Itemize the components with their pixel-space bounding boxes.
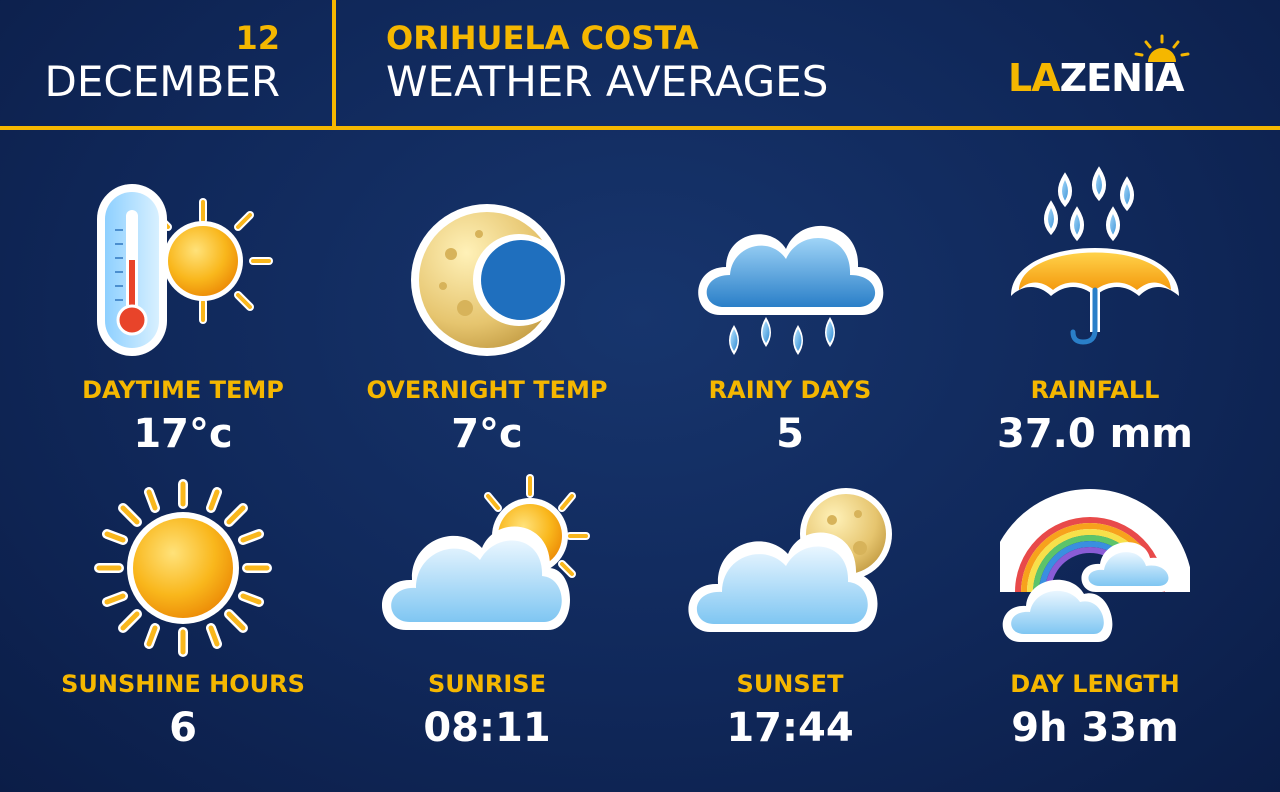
rain-cloud-icon xyxy=(698,225,884,355)
logo-sun-icon xyxy=(1134,34,1190,62)
umbrella-rain-icon xyxy=(1011,166,1179,345)
stat-label: DAY LENGTH xyxy=(1010,670,1180,698)
header-divider xyxy=(332,0,336,128)
stat-label: SUNRISE xyxy=(428,670,546,698)
stat-daytime-temp: DAYTIME TEMP 17°c xyxy=(33,140,333,457)
stat-sunrise: SUNRISE 08:11 xyxy=(337,434,637,751)
stat-value: 5 xyxy=(776,411,804,457)
logo-part-zenia: ZENIA xyxy=(1059,56,1185,100)
logo-wordmark: LAZENIA xyxy=(1008,56,1184,100)
stat-overnight-temp: OVERNIGHT TEMP 7°c xyxy=(337,140,637,457)
stat-sunshine-hours: SUNSHINE HOURS 6 xyxy=(33,434,333,751)
stat-day-length: DAY LENGTH 9h 33m xyxy=(945,434,1245,751)
stat-label: RAINFALL xyxy=(1030,376,1160,404)
stat-value: 17:44 xyxy=(726,705,854,751)
stat-label: DAYTIME TEMP xyxy=(82,376,284,404)
stat-value: 37.0 mm xyxy=(997,411,1193,457)
stat-rainfall: RAINFALL 37.0 mm xyxy=(945,140,1245,457)
rainbow-cloud-icon xyxy=(1000,489,1190,642)
stat-value: 6 xyxy=(169,705,197,751)
stat-label: SUNSET xyxy=(736,670,844,698)
stat-rainy-days: RAINY DAYS 5 xyxy=(640,140,940,457)
stat-sunset: SUNSET 17:44 xyxy=(640,434,940,751)
stat-value: 9h 33m xyxy=(1011,705,1179,751)
thermometer-sun-icon xyxy=(97,184,273,356)
logo-part-la: LA xyxy=(1008,56,1061,100)
stat-label: SUNSHINE HOURS xyxy=(61,670,305,698)
moon-cloud-icon xyxy=(688,488,892,632)
header-rule xyxy=(0,126,1280,130)
stat-label: OVERNIGHT TEMP xyxy=(366,376,608,404)
sun-icon xyxy=(94,479,272,657)
stat-value: 7°c xyxy=(451,411,523,457)
date-month: DECEMBER xyxy=(44,57,280,106)
lazenia-logo: LAZENIA xyxy=(1008,34,1230,104)
stats-grid: DAYTIME TEMP 17°c OVERNIGHT TEMP 7°c xyxy=(0,140,1280,780)
place-name: ORIHUELA COSTA xyxy=(386,19,699,57)
stat-value: 17°c xyxy=(133,411,233,457)
stat-value: 08:11 xyxy=(423,705,551,751)
sun-cloud-icon xyxy=(381,474,590,630)
header-bar: 12 DECEMBER ORIHUELA COSTA WEATHER AVERA… xyxy=(0,0,1280,127)
stat-label: RAINY DAYS xyxy=(708,376,872,404)
moon-icon xyxy=(411,204,565,356)
date-day: 12 xyxy=(235,19,280,57)
page-title: WEATHER AVERAGES xyxy=(386,57,829,106)
